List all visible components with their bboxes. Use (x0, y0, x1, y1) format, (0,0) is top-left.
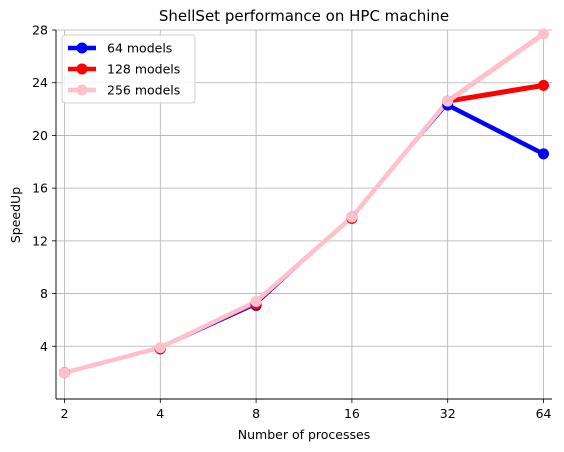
x-axis-label: Number of processes (238, 427, 370, 442)
legend: 64 models 128 models 256 models (61, 34, 196, 104)
legend-marker-2 (76, 63, 88, 75)
series-markers (58, 28, 550, 379)
x-tick-label: 4 (156, 406, 164, 421)
y-tick-label: 8 (40, 286, 48, 301)
series-3-point (250, 295, 262, 307)
series-1-point (538, 148, 550, 160)
series-3-segment (445, 31, 547, 104)
series-3-point (346, 211, 358, 223)
series-2-segment (445, 82, 547, 104)
legend-marker-1 (76, 42, 88, 54)
series-3-point (58, 367, 70, 379)
y-tick-label: 12 (32, 233, 48, 248)
y-tick-label: 4 (40, 339, 48, 354)
series-1-segment (445, 102, 546, 157)
series-2-point (538, 79, 550, 91)
y-axis-label: SpeedUp (8, 187, 23, 243)
series-3-segment (158, 299, 259, 350)
x-tick-label: 16 (344, 406, 360, 421)
legend-label-2: 128 models (107, 62, 180, 77)
series-3-point (154, 342, 166, 354)
x-tick-label: 32 (440, 406, 456, 421)
grid-lines (56, 29, 552, 399)
series-lines (62, 31, 547, 375)
x-tick-label: 2 (61, 406, 69, 421)
series-3-segment (349, 98, 450, 220)
y-tick-label: 16 (32, 181, 48, 196)
x-tick-label: 64 (536, 406, 552, 421)
series-3-segment (253, 214, 355, 304)
legend-box (61, 34, 196, 104)
y-tick-label: 20 (32, 128, 48, 143)
legend-marker-3 (76, 84, 88, 96)
legend-label-1: 64 models (107, 41, 172, 56)
y-tick-label: 24 (32, 75, 48, 90)
series-3-segment (62, 345, 163, 375)
axes (55, 30, 552, 400)
series-3-point (442, 95, 454, 107)
legend-label-3: 256 models (107, 83, 180, 98)
y-tick-label: 28 (32, 23, 48, 38)
chart-title: ShellSet performance on HPC machine (159, 7, 449, 25)
x-tick-label: 8 (252, 406, 260, 421)
series-3-point (538, 28, 550, 40)
